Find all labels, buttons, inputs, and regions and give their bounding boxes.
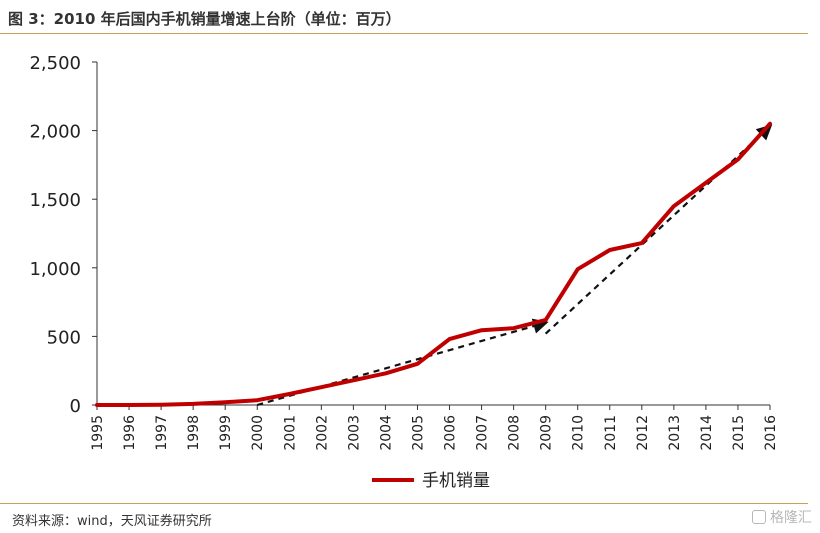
x-tick-label: 2010: [571, 415, 587, 451]
x-tick-label: 2001: [282, 415, 298, 451]
x-tick-label: 2003: [346, 415, 362, 451]
legend: 手机销量: [372, 471, 490, 491]
bottom-divider: [0, 503, 808, 504]
y-tick-label: 1,500: [29, 190, 81, 211]
x-tick-label: 1999: [218, 415, 234, 451]
x-tick-label: 2011: [603, 415, 619, 451]
y-axis-ticks: 0 500 1,000 1,500 2,000 2,500: [29, 53, 97, 417]
x-tick-label: 1995: [90, 415, 106, 451]
y-tick-label: 500: [47, 327, 81, 348]
x-tick-label: 2016: [763, 415, 779, 451]
y-tick-label: 0: [70, 396, 81, 417]
watermark: 格隆汇: [752, 507, 812, 527]
x-tick-label: 2013: [667, 415, 683, 451]
y-tick-label: 1,000: [29, 259, 81, 280]
legend-label: 手机销量: [422, 471, 490, 491]
x-tick-label: 1996: [122, 415, 138, 451]
x-tick-label: 1997: [154, 415, 170, 451]
trend-arrow-line: [544, 124, 773, 335]
x-tick-label: 2015: [731, 415, 747, 451]
y-tick-label: 2,500: [29, 53, 81, 74]
x-tick-label: 1998: [186, 415, 202, 451]
x-tick-label: 2007: [475, 415, 491, 451]
x-tick-label: 2004: [378, 415, 394, 451]
top-divider: [0, 33, 808, 34]
x-tick-label: 2006: [443, 415, 459, 451]
x-axis-ticks: 1995 1996 1997 1998 1999 2000 2001 2002 2003 2004…: [90, 405, 779, 451]
x-tick-label: 2005: [410, 415, 426, 451]
series-lines: [95, 121, 772, 407]
trend-lines: [256, 124, 773, 407]
x-tick-label: 2009: [539, 415, 555, 451]
source-note: 资料来源：wind，天风证券研究所: [12, 514, 212, 529]
chart-title: 图 3：2010 年后国内手机销量增速上台阶（单位：百万）: [8, 10, 401, 28]
x-tick-label: 2012: [635, 415, 651, 451]
x-tick-label: 2014: [699, 415, 715, 451]
series-line: [95, 121, 772, 407]
y-tick-label: 2,000: [29, 122, 81, 143]
x-tick-label: 2002: [314, 415, 330, 451]
x-tick-label: 2008: [507, 415, 523, 451]
watermark-text: 格隆汇: [770, 510, 812, 526]
watermark-logo-icon: [752, 510, 766, 524]
x-tick-label: 2000: [250, 415, 266, 451]
